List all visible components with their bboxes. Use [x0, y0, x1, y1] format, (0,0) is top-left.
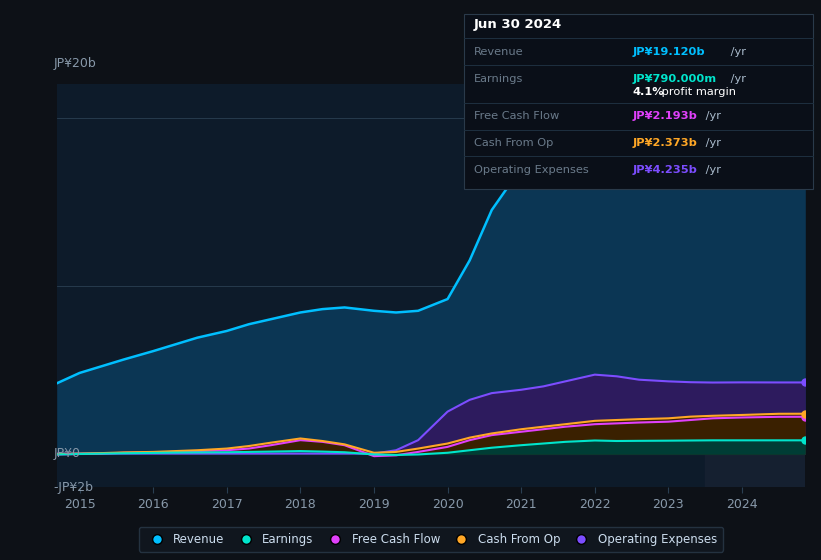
- Text: 4.1%: 4.1%: [632, 87, 664, 97]
- Text: JP¥19.120b: JP¥19.120b: [632, 46, 704, 57]
- Text: /yr: /yr: [702, 111, 721, 121]
- Text: JP¥4.235b: JP¥4.235b: [632, 165, 697, 175]
- Text: /yr: /yr: [702, 138, 721, 148]
- Text: Revenue: Revenue: [474, 46, 523, 57]
- Text: -JP¥2b: -JP¥2b: [53, 480, 94, 494]
- Text: /yr: /yr: [727, 46, 745, 57]
- Text: Jun 30 2024: Jun 30 2024: [474, 17, 562, 31]
- Text: JP¥20b: JP¥20b: [53, 57, 96, 70]
- Text: /yr: /yr: [702, 165, 721, 175]
- Text: Operating Expenses: Operating Expenses: [474, 165, 589, 175]
- Text: /yr: /yr: [727, 73, 745, 83]
- Text: Cash From Op: Cash From Op: [474, 138, 553, 148]
- Text: JP¥790.000m: JP¥790.000m: [632, 73, 716, 83]
- Text: JP¥2.373b: JP¥2.373b: [632, 138, 697, 148]
- Text: Free Cash Flow: Free Cash Flow: [474, 111, 559, 121]
- Text: profit margin: profit margin: [658, 87, 736, 97]
- Bar: [705, 84, 805, 487]
- Text: JP¥0: JP¥0: [53, 447, 80, 460]
- Legend: Revenue, Earnings, Free Cash Flow, Cash From Op, Operating Expenses: Revenue, Earnings, Free Cash Flow, Cash …: [139, 527, 723, 552]
- Text: Earnings: Earnings: [474, 73, 523, 83]
- Text: JP¥2.193b: JP¥2.193b: [632, 111, 697, 121]
